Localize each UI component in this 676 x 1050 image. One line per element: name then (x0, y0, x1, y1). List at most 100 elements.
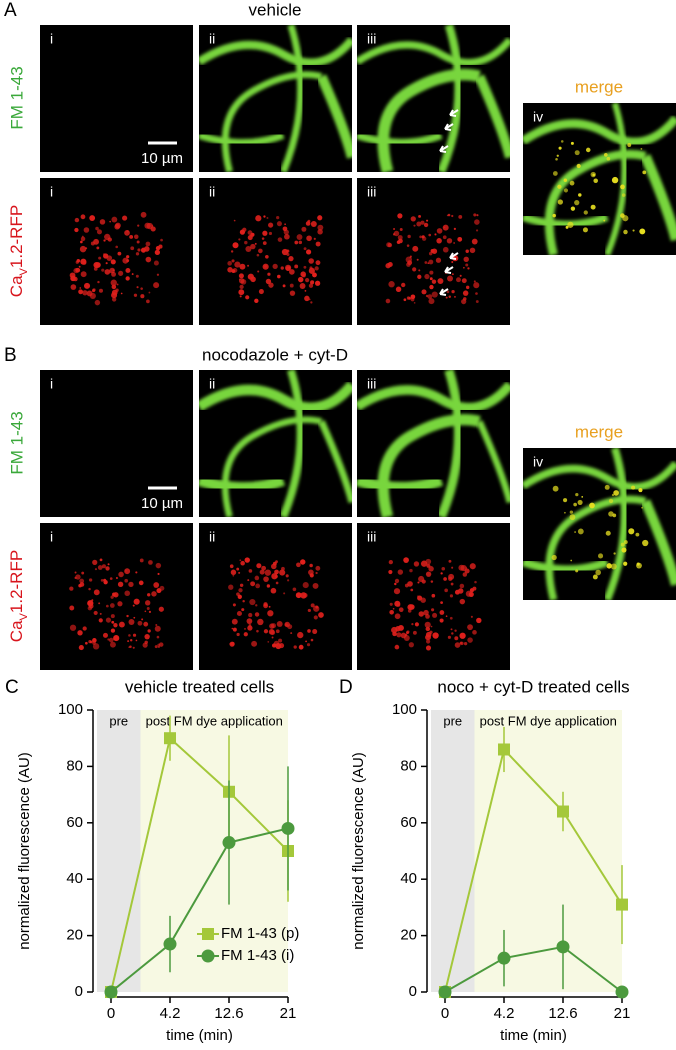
puncta (109, 641, 116, 648)
puncta (432, 612, 438, 618)
puncta (414, 622, 419, 627)
micrograph (199, 523, 352, 670)
puncta (597, 553, 604, 559)
puncta (300, 592, 307, 599)
puncta (306, 643, 311, 647)
puncta (284, 223, 286, 226)
puncta (395, 626, 401, 632)
puncta (569, 514, 576, 521)
puncta (257, 270, 260, 273)
membrane (474, 74, 510, 159)
puncta (95, 226, 99, 231)
puncta (447, 213, 451, 217)
puncta (80, 236, 86, 242)
puncta (147, 593, 151, 597)
label-part: 1.2-RFP (7, 205, 26, 268)
puncta (101, 564, 106, 569)
puncta (105, 604, 109, 608)
puncta (551, 554, 557, 561)
puncta (248, 623, 252, 627)
puncta (575, 493, 579, 497)
marker-circle (222, 836, 236, 850)
puncta (315, 571, 318, 575)
puncta (160, 238, 163, 242)
chart-title: noco + cyt-D treated cells (437, 677, 629, 696)
puncta (230, 569, 237, 576)
puncta (473, 282, 480, 289)
puncta (306, 235, 312, 242)
puncta (394, 582, 397, 586)
image-background (40, 370, 193, 517)
puncta (254, 612, 260, 617)
membrane (604, 103, 628, 255)
puncta (158, 642, 164, 647)
puncta (132, 604, 135, 607)
puncta (232, 627, 237, 632)
puncta (153, 260, 159, 266)
puncta (430, 248, 435, 253)
puncta (243, 632, 248, 637)
puncta (394, 613, 401, 620)
puncta (154, 249, 161, 256)
puncta (93, 266, 98, 271)
membrane (523, 460, 676, 491)
puncta (87, 600, 94, 607)
puncta (79, 582, 85, 587)
puncta (304, 289, 307, 292)
puncta (416, 221, 422, 227)
puncta (606, 563, 612, 569)
puncta (296, 562, 301, 568)
puncta (595, 569, 601, 576)
puncta (89, 215, 96, 221)
puncta (268, 222, 274, 228)
puncta (450, 582, 454, 586)
panel-numeral: iv (533, 454, 543, 470)
puncta (463, 266, 465, 269)
puncta (128, 581, 134, 588)
puncta (407, 609, 412, 613)
puncta (453, 242, 456, 244)
puncta (405, 256, 412, 263)
puncta (128, 634, 131, 637)
puncta (556, 154, 559, 157)
membrane (603, 448, 629, 600)
puncta (610, 563, 617, 570)
puncta (294, 264, 299, 269)
puncta (290, 632, 293, 635)
puncta (148, 291, 151, 294)
puncta (277, 237, 283, 242)
arrow (444, 123, 454, 131)
puncta (257, 618, 264, 626)
puncta (459, 274, 462, 277)
puncta (425, 626, 431, 632)
puncta (425, 558, 432, 565)
puncta (298, 240, 303, 245)
y-tick-label: 60 (66, 814, 83, 831)
puncta (394, 578, 400, 584)
marker-square (557, 805, 569, 818)
puncta (91, 289, 96, 293)
puncta (431, 291, 438, 298)
puncta (126, 259, 130, 263)
puncta (144, 633, 150, 640)
puncta (247, 625, 253, 631)
puncta (419, 235, 423, 239)
y-tick-label: 100 (392, 701, 417, 718)
annotation-pre: pre (109, 713, 128, 728)
puncta (113, 623, 118, 628)
micrograph (357, 370, 510, 517)
puncta (451, 273, 454, 276)
micrograph (40, 370, 193, 517)
puncta (120, 292, 123, 295)
puncta (423, 609, 429, 616)
puncta (459, 598, 466, 605)
puncta (409, 568, 413, 573)
puncta (140, 247, 146, 253)
puncta (94, 568, 98, 571)
puncta (557, 184, 562, 189)
puncta (398, 607, 404, 613)
y-tick-label: 60 (400, 814, 417, 831)
puncta (460, 564, 467, 572)
puncta (431, 279, 437, 284)
puncta (570, 141, 574, 145)
